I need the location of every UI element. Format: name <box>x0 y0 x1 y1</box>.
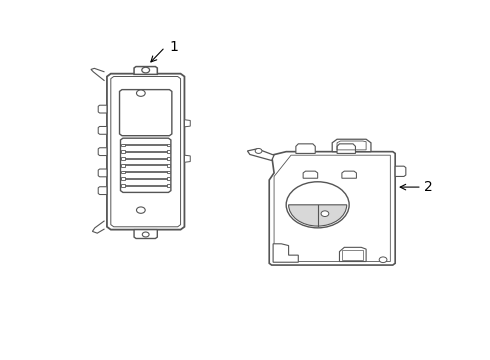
Polygon shape <box>273 244 298 262</box>
Polygon shape <box>184 120 190 127</box>
Bar <box>122 144 125 147</box>
Wedge shape <box>289 205 347 226</box>
Polygon shape <box>340 247 366 261</box>
Text: 2: 2 <box>424 180 433 194</box>
Circle shape <box>321 211 329 216</box>
Bar <box>122 171 125 174</box>
Polygon shape <box>98 187 107 194</box>
Bar <box>167 171 170 174</box>
Polygon shape <box>269 152 395 265</box>
Circle shape <box>255 148 262 153</box>
Polygon shape <box>98 148 107 156</box>
Polygon shape <box>395 166 406 176</box>
Polygon shape <box>98 169 107 177</box>
Bar <box>122 184 125 187</box>
Bar <box>167 157 170 160</box>
Bar <box>167 164 170 167</box>
Polygon shape <box>247 149 274 161</box>
Polygon shape <box>337 144 355 153</box>
Polygon shape <box>134 67 157 75</box>
Bar <box>167 144 170 147</box>
Bar <box>122 177 125 180</box>
Polygon shape <box>120 90 172 136</box>
Polygon shape <box>107 74 184 230</box>
Circle shape <box>379 257 387 262</box>
Polygon shape <box>303 171 318 178</box>
Bar <box>167 150 170 153</box>
Bar <box>122 164 125 167</box>
Polygon shape <box>332 139 371 152</box>
Text: 1: 1 <box>170 40 179 54</box>
Polygon shape <box>296 144 315 153</box>
Polygon shape <box>98 126 107 134</box>
Circle shape <box>137 90 145 96</box>
Polygon shape <box>184 155 190 162</box>
Bar <box>122 150 125 153</box>
Polygon shape <box>134 230 157 238</box>
Bar <box>122 157 125 160</box>
Circle shape <box>286 182 349 228</box>
Bar <box>342 250 363 260</box>
Polygon shape <box>98 105 107 113</box>
Circle shape <box>142 67 149 73</box>
Bar <box>167 184 170 187</box>
Bar <box>167 177 170 180</box>
Circle shape <box>137 207 145 213</box>
Polygon shape <box>342 171 356 178</box>
Circle shape <box>142 232 149 237</box>
Polygon shape <box>121 138 171 192</box>
